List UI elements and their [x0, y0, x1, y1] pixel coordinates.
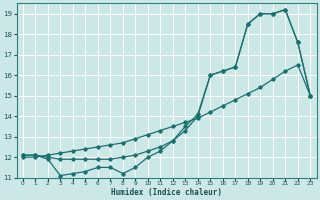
X-axis label: Humidex (Indice chaleur): Humidex (Indice chaleur) — [111, 188, 222, 197]
